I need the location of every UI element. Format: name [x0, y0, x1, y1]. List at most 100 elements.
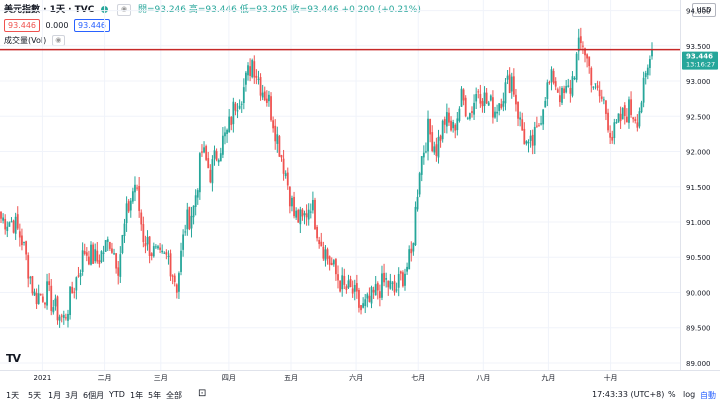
candle-body	[194, 195, 197, 207]
candle-body	[295, 210, 298, 218]
candle-body	[64, 317, 67, 319]
candle-body	[58, 316, 61, 321]
candle-body	[144, 243, 147, 247]
candle-body	[370, 287, 373, 304]
candle-body	[280, 155, 283, 158]
candle-body	[498, 103, 501, 111]
candle-body	[125, 203, 128, 224]
candle-body	[318, 239, 321, 245]
candle-body	[205, 146, 208, 160]
candle-body	[253, 61, 256, 78]
candle-body	[90, 244, 92, 265]
candle-body	[535, 125, 538, 127]
candle-body	[376, 283, 379, 291]
candle-body	[565, 86, 568, 93]
candle-body	[586, 54, 589, 59]
time-axis[interactable]: 2021 二月 三月 四月 五月 六月 七月 八月 九月 十月	[34, 373, 618, 382]
candle-body	[16, 214, 19, 229]
candle-body	[67, 313, 69, 321]
candle-body	[611, 136, 614, 141]
candle-body	[445, 112, 448, 127]
candle-body	[621, 107, 624, 120]
candle-body	[613, 122, 616, 138]
candle-body	[169, 253, 172, 277]
currency-button[interactable]: USD	[692, 3, 716, 17]
candle-body	[12, 220, 15, 233]
candle-body	[592, 86, 595, 88]
candle-body	[100, 251, 103, 263]
candle-body	[75, 277, 78, 291]
candle-body	[136, 187, 138, 189]
candle-body	[590, 67, 593, 86]
clock-readout[interactable]: 17:43:33 (UTC+8)	[592, 390, 665, 399]
candle-body	[519, 117, 522, 120]
range-5y-button[interactable]: 5年	[148, 391, 162, 400]
range-all-button[interactable]: 全部	[166, 391, 182, 400]
candle-body	[471, 111, 473, 113]
candle-body	[18, 231, 21, 238]
percent-toggle[interactable]: %	[668, 390, 676, 399]
candle-body	[324, 249, 327, 261]
candle-body	[117, 267, 120, 276]
candle-body	[353, 285, 356, 292]
candle-body	[134, 184, 136, 193]
tradingview-logo[interactable]: TV	[6, 352, 21, 365]
candle-body	[198, 153, 201, 193]
candle-body	[387, 280, 390, 288]
candle-body	[596, 85, 599, 89]
candle-body	[598, 89, 601, 97]
candle-body	[77, 275, 80, 277]
range-1d-button[interactable]: 1天	[6, 391, 20, 400]
candle-body	[575, 53, 578, 80]
candle-body	[569, 87, 572, 94]
candle-body	[127, 201, 130, 212]
candle-body	[510, 76, 513, 92]
range-1m-button[interactable]: 1月	[48, 391, 62, 400]
candle-body	[408, 249, 411, 270]
price-axis[interactable]: 94.000 93.500 93.000 92.500 92.000 91.500 91.0…	[686, 8, 711, 368]
candle-body	[372, 289, 375, 293]
time-tick-label: 二月	[98, 374, 112, 382]
candle-body	[56, 296, 59, 321]
candle-body	[458, 108, 461, 121]
candle-body	[579, 36, 582, 44]
range-ytd-button[interactable]: YTD	[109, 390, 125, 399]
candle-body	[209, 169, 212, 183]
candle-body	[41, 296, 44, 302]
range-5d-button[interactable]: 5天	[28, 391, 42, 400]
range-1y-button[interactable]: 1年	[130, 391, 144, 400]
eye-icon[interactable]: ◉	[117, 3, 132, 16]
candle-body	[573, 78, 576, 80]
range-6m-button[interactable]: 6個月	[83, 391, 105, 400]
range-3m-button[interactable]: 3月	[65, 391, 79, 400]
auto-toggle[interactable]: 自動	[700, 391, 716, 400]
log-toggle[interactable]: log	[683, 390, 696, 399]
candle-body	[94, 249, 97, 262]
price-tick-label: 92.000	[686, 149, 711, 157]
time-tick-label: 六月	[349, 373, 363, 382]
candlestick-chart[interactable]: 94.000 93.500 93.000 92.500 92.000 91.500 91.0…	[0, 0, 720, 386]
ohlc-values: 開=93.246 高=93.446 低=93.205 收=93.446 +0.2…	[137, 5, 421, 15]
candle-body	[460, 88, 463, 107]
candle-body	[406, 266, 408, 272]
candle-body	[349, 278, 352, 288]
candle-body	[504, 82, 507, 104]
candle-body	[284, 173, 287, 177]
candle-body	[425, 151, 427, 153]
candle-body	[219, 153, 222, 162]
date-range-icon[interactable]: ⊡	[198, 388, 207, 399]
bid-pill: 93.446	[4, 19, 40, 32]
candle-body	[431, 132, 434, 151]
candle-body	[548, 81, 551, 83]
candle-body	[150, 253, 153, 257]
candle-body	[625, 116, 628, 123]
candle-body	[322, 246, 325, 259]
time-tick-label: 七月	[411, 373, 425, 382]
candle-body	[464, 97, 467, 117]
candle-body	[544, 100, 547, 108]
candle-body	[642, 77, 645, 103]
candle-body	[155, 246, 157, 248]
candle-body	[563, 88, 565, 93]
candle-body	[571, 76, 574, 96]
candle-body	[186, 209, 189, 230]
